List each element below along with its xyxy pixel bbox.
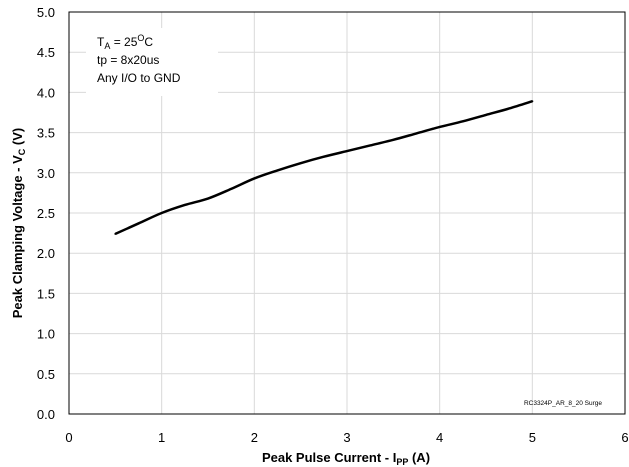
y-tick-label-4: 2.0 — [37, 246, 55, 261]
annotation-line-tp: tp = 8x20us — [97, 53, 159, 67]
grid-lines — [69, 12, 625, 414]
data-point-5 — [230, 187, 233, 190]
data-point-3 — [183, 203, 186, 206]
data-point-4 — [207, 197, 209, 200]
data-point-11 — [369, 144, 372, 147]
data-point-9 — [322, 155, 325, 158]
data-point-16 — [485, 113, 487, 116]
data-point-2 — [160, 212, 163, 214]
annotation-line-io: Any I/O to GND — [97, 71, 181, 85]
plot-frame — [68, 11, 626, 415]
data-point-6 — [253, 177, 256, 180]
data-point-15 — [461, 120, 464, 123]
series-line — [114, 100, 533, 236]
y-tick-label-8: 4.0 — [37, 85, 55, 100]
x-tick-labels: 0 1 2 3 4 5 6 — [65, 430, 628, 445]
y-tick-label-7: 3.5 — [37, 126, 55, 141]
y-tick-label-2: 1.0 — [37, 327, 55, 342]
data-point-10 — [346, 150, 348, 153]
watermark-label: RC3324P_AR_8_20 Surge — [524, 400, 602, 407]
annotation-box — [86, 28, 218, 96]
y-tick-label-6: 3.0 — [37, 166, 55, 181]
data-point-7 — [276, 169, 279, 172]
x-tick-label-3: 3 — [343, 430, 350, 445]
x-tick-label-5: 5 — [529, 430, 536, 445]
x-axis-title: Peak Pulse Current - IPP (A) — [262, 450, 430, 467]
data-point-0 — [114, 232, 117, 235]
data-point-17 — [508, 107, 511, 110]
y-tick-label-9: 4.5 — [37, 45, 55, 60]
x-tick-label-6: 6 — [621, 430, 628, 445]
data-point-14 — [438, 125, 441, 128]
x-tick-label-1: 1 — [158, 430, 165, 445]
y-tick-label-5: 2.5 — [37, 206, 55, 221]
y-tick-labels: 0.0 0.5 1.0 1.5 2.0 2.5 3.0 3.5 4.0 4.5 5.0 — [37, 5, 55, 422]
data-point-13 — [415, 132, 418, 135]
data-point-18 — [531, 100, 534, 103]
y-tick-label-3: 1.5 — [37, 286, 55, 301]
annotation-line-ta: TA = 25OC — [97, 33, 153, 51]
y-axis-title: Peak Clamping Voltage - VC (V) — [10, 128, 27, 318]
y-tick-label-10: 5.0 — [37, 5, 55, 20]
y-tick-label-0: 0.0 — [37, 407, 55, 422]
data-point-12 — [392, 138, 395, 141]
x-tick-label-0: 0 — [65, 430, 72, 445]
x-tick-label-2: 2 — [251, 430, 258, 445]
data-point-1 — [137, 222, 140, 225]
y-tick-label-1: 0.5 — [37, 367, 55, 382]
series-points — [114, 100, 534, 235]
data-point-8 — [299, 162, 302, 165]
x-tick-label-4: 4 — [436, 430, 443, 445]
